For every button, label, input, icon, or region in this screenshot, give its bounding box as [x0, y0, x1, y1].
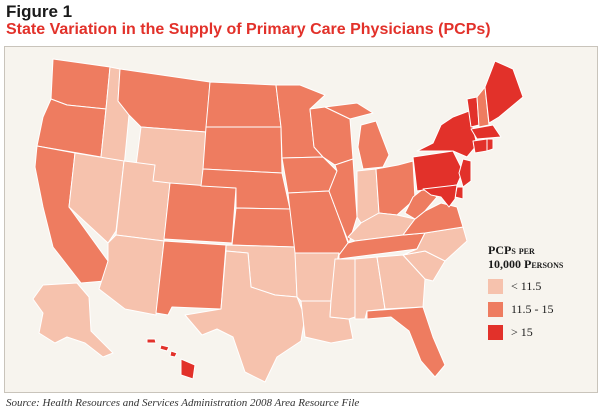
us-choropleth-map [32, 58, 524, 383]
state-alaska [32, 282, 114, 358]
state-massachusetts [470, 124, 502, 140]
legend-swatch-low [488, 279, 503, 294]
state-south-dakota [202, 126, 283, 174]
state-new-mexico [155, 240, 227, 316]
state-connecticut [472, 138, 488, 154]
state-illinois [328, 158, 358, 244]
state-hawaii [146, 338, 196, 380]
state-new-york [416, 110, 478, 158]
legend-item-mid: 11.5 - 15 [488, 302, 596, 317]
state-new-jersey [458, 158, 472, 188]
state-texas [184, 250, 306, 383]
figure-label: Figure 1 [6, 2, 73, 21]
map-panel: PCPs per 10,000 Persons < 11.5 11.5 - 15… [4, 46, 598, 393]
legend-title-line2: 10,000 Persons [488, 257, 564, 271]
state-colorado [163, 182, 237, 244]
state-arizona [98, 234, 165, 316]
legend-label-high: > 15 [511, 325, 533, 339]
state-florida [366, 306, 446, 378]
map-legend: PCPs per 10,000 Persons < 11.5 11.5 - 15… [488, 243, 596, 340]
state-rhode-island [486, 138, 494, 152]
state-iowa [281, 156, 338, 194]
state-nevada [68, 152, 125, 244]
state-virginia [402, 202, 464, 236]
state-michigan [324, 102, 390, 170]
legend-label-low: < 11.5 [511, 279, 542, 293]
state-maine [484, 60, 524, 124]
state-kansas [231, 207, 296, 248]
legend-label-mid: 11.5 - 15 [511, 302, 554, 316]
figure-title: State Variation in the Supply of Primary… [6, 21, 491, 38]
legend-item-high: > 15 [488, 325, 596, 340]
source-note: Source: Health Resources and Services Ad… [6, 397, 360, 409]
legend-title-line1: PCPs per [488, 243, 535, 257]
state-mississippi [329, 258, 356, 320]
legend-swatch-mid [488, 302, 503, 317]
legend-swatch-high [488, 325, 503, 340]
state-montana [117, 68, 211, 133]
state-north-dakota [205, 81, 282, 128]
legend-item-low: < 11.5 [488, 279, 596, 294]
state-georgia [376, 254, 426, 310]
state-washington [50, 58, 111, 110]
state-maryland [422, 184, 458, 208]
